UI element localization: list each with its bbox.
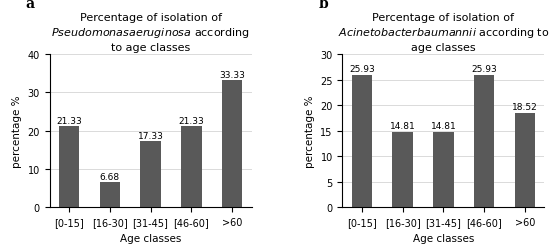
Bar [140, 142, 161, 208]
Title: Percentage of isolation of
$\it{Pseudomonas aeruginosa}$ according
to age classe: Percentage of isolation of $\it{Pseudomo… [51, 13, 250, 53]
Bar [474, 76, 494, 207]
Text: 17.33: 17.33 [138, 131, 163, 140]
Text: a: a [25, 0, 35, 11]
Bar [351, 76, 372, 207]
Text: 25.93: 25.93 [349, 65, 375, 74]
Text: b: b [318, 0, 328, 11]
Text: 14.81: 14.81 [390, 122, 416, 131]
Text: 25.93: 25.93 [471, 65, 497, 74]
Bar [222, 80, 243, 208]
Text: 21.33: 21.33 [56, 116, 82, 125]
Text: 18.52: 18.52 [512, 103, 538, 112]
X-axis label: Age classes: Age classes [413, 233, 474, 243]
Text: 6.68: 6.68 [100, 172, 120, 181]
Y-axis label: percentage %: percentage % [12, 95, 22, 167]
Bar [59, 126, 79, 208]
Title: Percentage of isolation of
$\it{Acinetobacter baumannii}$ according to
age class: Percentage of isolation of $\it{Acinetob… [338, 13, 549, 53]
Bar [515, 113, 535, 208]
Text: 14.81: 14.81 [431, 122, 456, 131]
Bar [100, 182, 120, 208]
Text: 21.33: 21.33 [178, 116, 204, 125]
X-axis label: Age classes: Age classes [120, 233, 181, 243]
Y-axis label: percentage %: percentage % [305, 95, 315, 167]
Bar [393, 132, 413, 208]
Text: 33.33: 33.33 [219, 70, 245, 79]
Bar [181, 126, 201, 208]
Bar [433, 132, 454, 208]
